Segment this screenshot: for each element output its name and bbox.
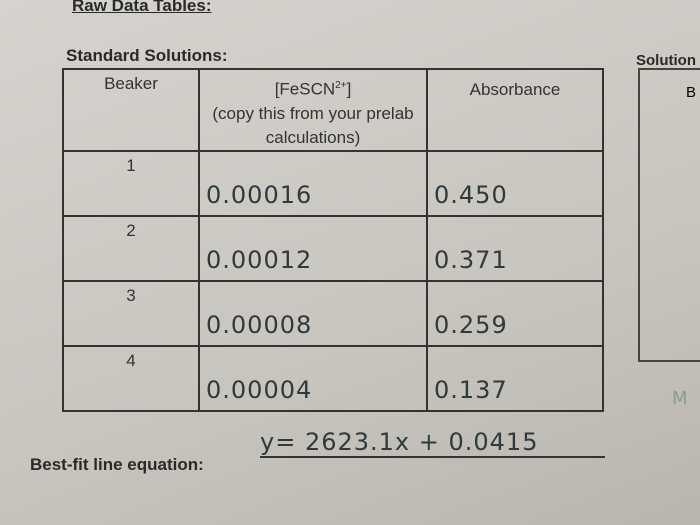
handwritten-value: 0.450 bbox=[434, 180, 508, 209]
header-text: Absorbance bbox=[469, 80, 561, 99]
handwritten-value: 0.00008 bbox=[206, 310, 313, 339]
handwritten-value: 0.259 bbox=[434, 310, 508, 339]
table-row: 3 0.00008 0.259 bbox=[62, 279, 604, 347]
superscript: 2+ bbox=[335, 80, 347, 91]
table-cell: 4 bbox=[62, 344, 200, 412]
handwritten-value: 0.00004 bbox=[206, 375, 313, 404]
table-cell: 0.137 bbox=[426, 344, 604, 412]
table-cell: 0.00008 bbox=[198, 279, 428, 347]
table-cell: 0.00016 bbox=[198, 149, 428, 217]
beaker-number: 2 bbox=[126, 220, 136, 240]
table-row: 4 0.00004 0.137 bbox=[62, 344, 604, 412]
handwritten-value: 0.371 bbox=[434, 245, 508, 274]
column-header: Beaker bbox=[62, 68, 200, 152]
side-table: B bbox=[638, 68, 700, 362]
side-title: Solution bbox=[636, 52, 696, 69]
header-text: Beaker bbox=[104, 74, 158, 93]
table-cell: 0.371 bbox=[426, 214, 604, 282]
table-cell: 1 bbox=[62, 149, 200, 217]
page-title: Raw Data Tables: bbox=[72, 0, 212, 15]
column-header: [FeSCN2+] (copy this from your prelab ca… bbox=[198, 68, 428, 152]
table-cell: 2 bbox=[62, 214, 200, 282]
section-title: Standard Solutions: bbox=[66, 46, 228, 65]
table-cell: 3 bbox=[62, 279, 200, 347]
header-row: Beaker [FeSCN2+] (copy this from your pr… bbox=[62, 68, 604, 152]
handwritten-value: 0.00012 bbox=[206, 245, 313, 274]
header-note: (copy this from your prelab calculations… bbox=[212, 103, 414, 147]
table-cell: 0.00012 bbox=[198, 214, 428, 282]
column-header: Absorbance bbox=[426, 68, 604, 152]
table-row: 1 0.00016 0.450 bbox=[62, 149, 604, 217]
table-cell: 0.259 bbox=[426, 279, 604, 347]
beaker-number: 4 bbox=[126, 350, 136, 370]
table-cell: 0.00004 bbox=[198, 344, 428, 412]
header-text: ] bbox=[346, 79, 352, 99]
footer-label: Best-fit line equation: bbox=[30, 455, 204, 474]
table-body: 1 0.00016 0.450 2 0.00012 0.371 3 0.00008 0.259 4… bbox=[62, 149, 604, 412]
side-note: M bbox=[672, 388, 689, 409]
handwritten-value: 0.137 bbox=[434, 375, 508, 404]
equation: y= 2623.1x + 0.0415 bbox=[260, 428, 605, 458]
table-cell: 0.450 bbox=[426, 149, 604, 217]
handwritten-value: 0.00016 bbox=[206, 180, 313, 209]
beaker-number: 1 bbox=[126, 155, 136, 175]
beaker-number: 3 bbox=[126, 285, 136, 305]
table-row: 2 0.00012 0.371 bbox=[62, 214, 604, 282]
side-column: B bbox=[686, 84, 697, 101]
data-table: Beaker [FeSCN2+] (copy this from your pr… bbox=[62, 68, 604, 412]
header-text: [FeSCN bbox=[274, 79, 336, 99]
